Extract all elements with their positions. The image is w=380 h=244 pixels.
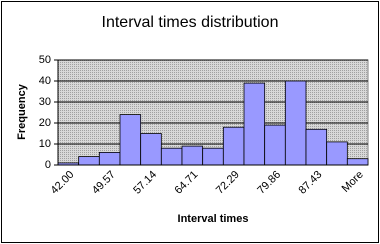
bar — [326, 141, 348, 166]
y-tick-label: 50 — [39, 54, 51, 66]
chart-title: Interval times distribution — [102, 14, 279, 31]
bar — [119, 114, 142, 166]
y-axis-label: Frequency — [16, 83, 28, 140]
bar — [140, 133, 162, 166]
x-axis-label: Interval times — [178, 213, 249, 225]
bar — [78, 156, 100, 166]
bar — [98, 151, 121, 166]
bar — [284, 80, 307, 166]
y-tick-label: 30 — [39, 96, 51, 108]
bar — [305, 128, 328, 166]
bar — [264, 124, 286, 166]
bar — [346, 158, 369, 166]
bar — [160, 147, 183, 166]
bar — [243, 82, 266, 166]
y-tick-label: 10 — [39, 138, 51, 150]
bar — [202, 147, 224, 166]
bar — [181, 145, 204, 166]
y-tick-label: 40 — [39, 75, 51, 87]
y-tick-label: 0 — [45, 159, 51, 171]
y-tick-label: 20 — [39, 117, 51, 129]
bar — [222, 126, 245, 166]
